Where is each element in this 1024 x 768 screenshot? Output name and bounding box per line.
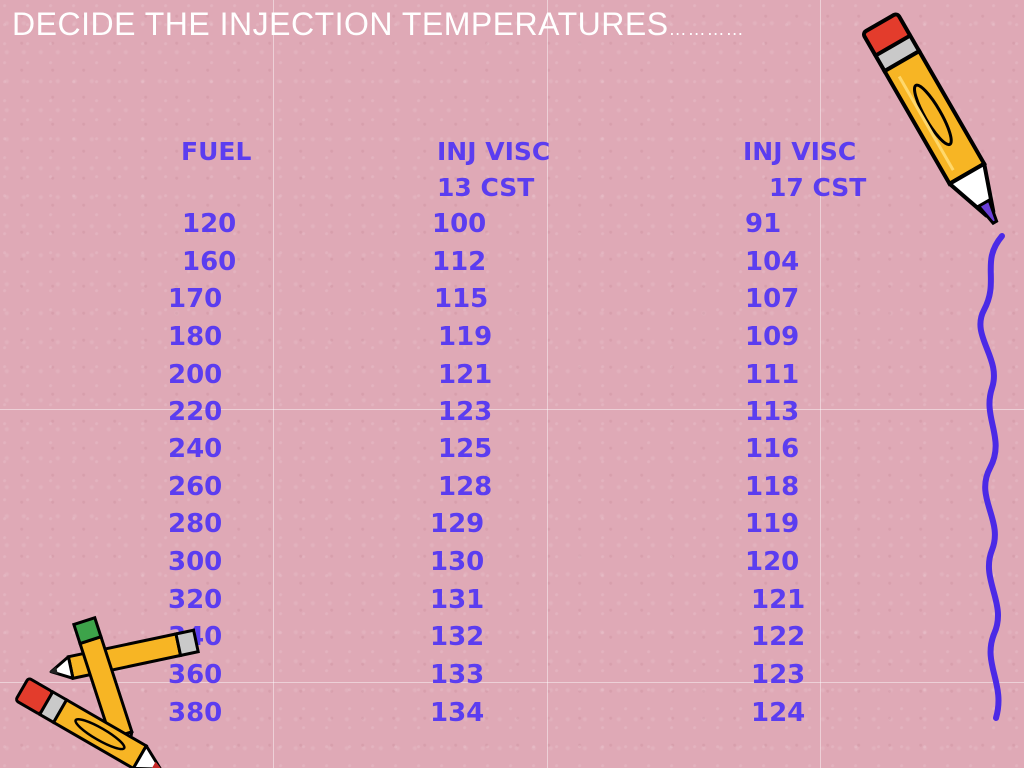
cell-visc-13cst: 112 — [432, 247, 487, 277]
cell-fuel: 300 — [168, 547, 223, 577]
cell-visc-13cst: 129 — [430, 509, 485, 539]
cell-visc-13cst: 123 — [438, 397, 493, 427]
cell-visc-13cst: 130 — [430, 547, 485, 577]
cell-visc-17cst: 121 — [751, 585, 806, 615]
slide-title: DECIDE THE INJECTION TEMPERATURES………… — [12, 6, 745, 43]
cell-visc-17cst: 123 — [751, 660, 806, 690]
header-visc17-line1: INJ VISC — [743, 137, 857, 166]
header-visc13-line2: 13 CST — [437, 173, 535, 202]
cell-visc-17cst: 111 — [745, 360, 800, 390]
background-seam — [273, 0, 274, 768]
cell-visc-17cst: 104 — [745, 247, 800, 277]
cell-fuel: 220 — [168, 397, 223, 427]
cell-visc-17cst: 120 — [745, 547, 800, 577]
background-seam — [0, 682, 1024, 683]
slide-title-text: DECIDE THE INJECTION TEMPERATURES — [12, 6, 669, 42]
cell-fuel: 380 — [168, 698, 223, 728]
cell-fuel: 320 — [168, 585, 223, 615]
pencil-icon — [862, 12, 999, 226]
cell-visc-17cst: 116 — [745, 434, 800, 464]
cell-fuel: 180 — [168, 322, 223, 352]
cell-visc-17cst: 119 — [745, 509, 800, 539]
background-seam — [547, 0, 548, 768]
header-fuel: FUEL — [181, 137, 252, 166]
pencil-cluster-icon — [15, 615, 200, 768]
cell-visc-17cst: 107 — [745, 284, 800, 314]
background-seam — [820, 0, 821, 768]
cell-visc-13cst: 121 — [438, 360, 493, 390]
cell-visc-17cst: 122 — [751, 622, 806, 652]
cell-visc-13cst: 100 — [432, 209, 487, 239]
cell-visc-17cst: 118 — [745, 472, 800, 502]
cell-visc-13cst: 115 — [434, 284, 489, 314]
background-seam — [0, 409, 1024, 410]
title-ellipsis: ………… — [668, 19, 745, 39]
cell-visc-13cst: 128 — [438, 472, 493, 502]
cell-visc-13cst: 133 — [430, 660, 485, 690]
cell-visc-13cst: 119 — [438, 322, 493, 352]
cell-fuel: 120 — [182, 209, 237, 239]
header-visc13-line1: INJ VISC — [437, 137, 551, 166]
cell-visc-13cst: 125 — [438, 434, 493, 464]
cell-fuel: 360 — [168, 660, 223, 690]
cell-fuel: 160 — [182, 247, 237, 277]
cell-fuel: 240 — [168, 434, 223, 464]
header-visc17-line2: 17 CST — [769, 173, 867, 202]
cell-fuel: 260 — [168, 472, 223, 502]
squiggle-line — [977, 233, 1005, 721]
cell-visc-17cst: 109 — [745, 322, 800, 352]
cell-visc-17cst: 124 — [751, 698, 806, 728]
cell-fuel: 280 — [168, 509, 223, 539]
cell-visc-13cst: 134 — [430, 698, 485, 728]
cell-visc-13cst: 131 — [430, 585, 485, 615]
cell-visc-17cst: 113 — [745, 397, 800, 427]
cell-fuel: 170 — [168, 284, 223, 314]
cell-fuel: 200 — [168, 360, 223, 390]
cell-visc-13cst: 132 — [430, 622, 485, 652]
cell-visc-17cst: 91 — [745, 209, 782, 239]
